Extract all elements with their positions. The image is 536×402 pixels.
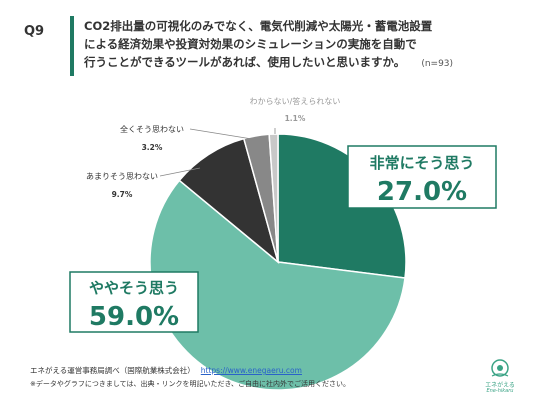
slice-label-3: 全くそう思わない <box>120 124 184 134</box>
source-text: エネがえる運営事務局調べ（国際航業株式会社） <box>30 366 195 375</box>
callout-box-0 <box>347 145 497 209</box>
pie-slice-2 <box>178 137 280 265</box>
slice-value-4: 1.1% <box>285 114 306 123</box>
enegaeru-logo-icon <box>491 359 509 377</box>
question-line-2: による経済効果や投資対効果のシミュレーションの実施を自動で <box>84 37 417 51</box>
pie-slices <box>149 133 407 391</box>
source-line: エネがえる運営事務局調べ（国際航業株式会社） https://www.enegae… <box>30 365 302 376</box>
usage-note: ※データやグラフにつきましては、出典・リンクを明記いただき、ご自由に社内外でご活… <box>30 380 351 388</box>
leader-line-3 <box>189 128 253 140</box>
question-line-1: CO2排出量の可視化のみでなく、電気代削減や太陽光・蓄電池設置 <box>84 19 433 33</box>
question-line-3: 行うことができるツールがあれば、使用したいと思いますか。 (n=93) <box>84 53 484 73</box>
slice-value-0: 27.0% <box>377 177 467 207</box>
label-leader-lines <box>159 128 276 177</box>
question-line-3-text: 行うことができるツールがあれば、使用したいと思いますか。 <box>84 55 406 69</box>
slice-label-2: あまりそう思わない <box>86 172 158 181</box>
leader-line-2 <box>159 167 201 177</box>
sample-size: (n=93) <box>421 59 454 69</box>
question-accent-bar <box>70 16 74 76</box>
question-number: Q9 <box>24 24 45 39</box>
pie-labels: 非常にそう思う 27.0% ややそう思う 59.0% あまりそう思わない 9.7% 全くそう… <box>69 96 497 333</box>
logo-name: エネがえる <box>485 382 515 389</box>
callout-box-1 <box>69 271 199 333</box>
question-text: CO2排出量の可視化のみでなく、電気代削減や太陽光・蓄電池設置 による経済効果や… <box>84 17 484 73</box>
pie-slice-4 <box>268 133 279 263</box>
slice-label-1: ややそう思う <box>89 279 179 297</box>
slice-value-1: 59.0% <box>89 302 179 332</box>
slice-label-4: わからない/答えられない <box>250 96 341 106</box>
slice-value-2: 9.7% <box>112 190 133 199</box>
slice-value-3: 3.2% <box>142 143 163 152</box>
source-link[interactable]: https://www.enegaeru.com <box>200 366 302 375</box>
slice-label-0: 非常にそう思う <box>370 154 475 172</box>
logo-subtitle: Ene-hikaru <box>486 388 514 394</box>
pie-slice-1 <box>149 179 406 391</box>
